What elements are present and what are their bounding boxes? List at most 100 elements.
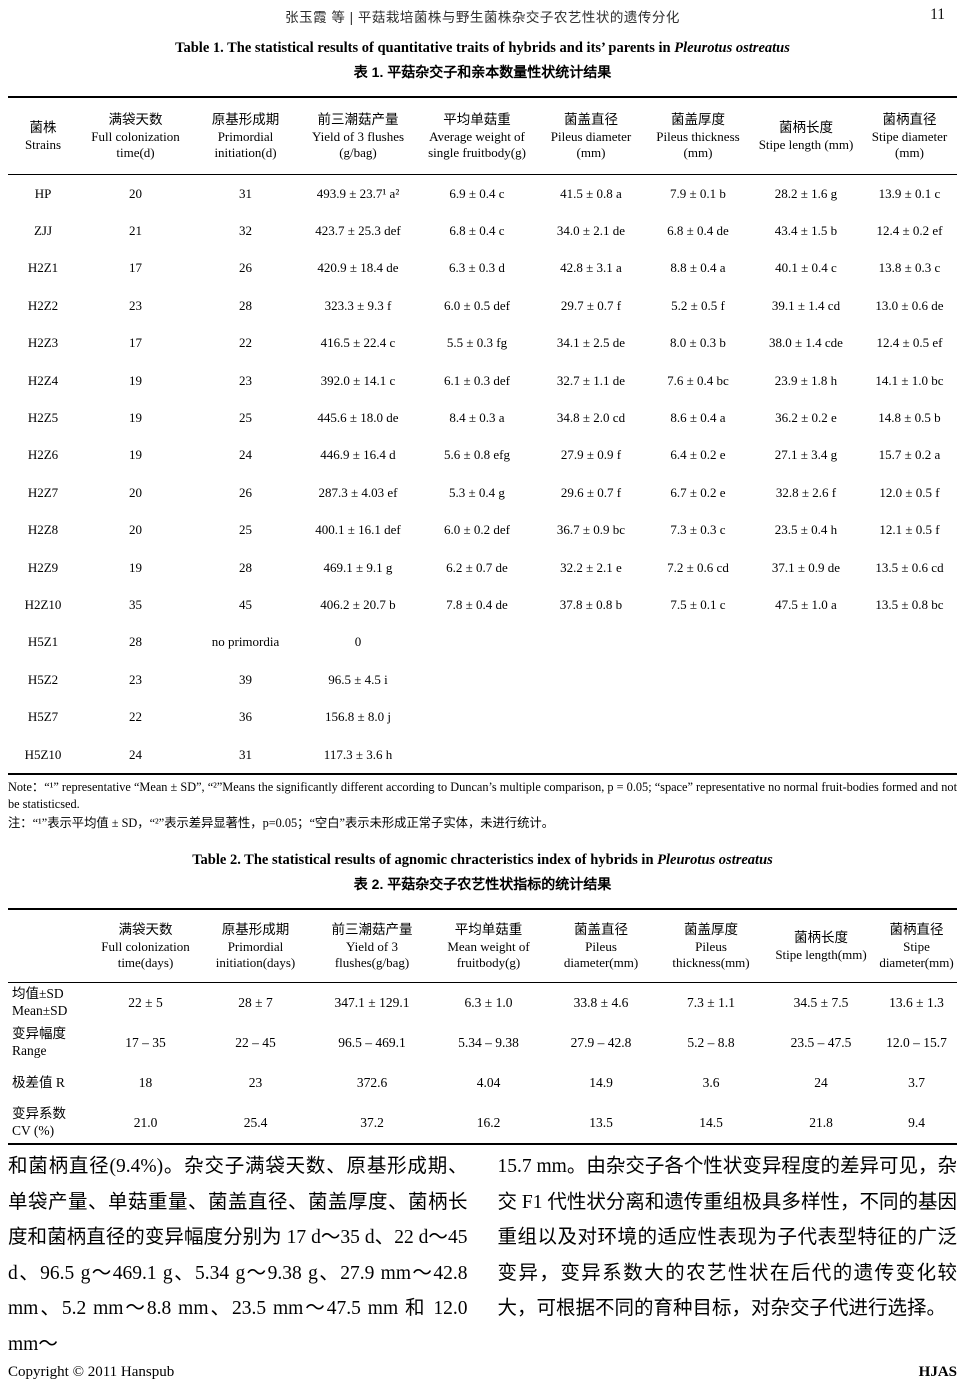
table1-column-header: 菌株 Strains (8, 97, 78, 175)
column-label-zh: 菌盖厚度 (671, 112, 725, 128)
table1-value-cell: 28.2 ± 1.6 g (774, 185, 838, 201)
table1-value-cell: 446.9 ± 16.4 d (320, 447, 396, 463)
table1-strain-cell: H2Z2 (27, 297, 59, 313)
table1-value-cell: 7.3 ± 0.3 c (670, 522, 726, 538)
table1-value-cell: 17 (129, 335, 142, 351)
table1-value-cell: 19 (129, 410, 142, 426)
table1-value-cell: 28 (129, 634, 142, 650)
body-text: 和菌柄直径(9.4%)。杂交子满袋天数、原基形成期、单袋产量、单菇重量、菌盖直径… (8, 1149, 957, 1362)
table1-value-cell: 156.8 ± 8.0 j (325, 709, 391, 725)
column-label-en: Stipe length (mm) (758, 136, 854, 152)
table2-value-cell: 14.5 (699, 1115, 723, 1130)
table2-value-cell: 14.9 (589, 1075, 613, 1090)
table1-value-cell (750, 661, 862, 698)
table1-value-cell: 32 (239, 223, 252, 239)
table1-row: H5Z1 28 no primordia 0 (8, 624, 957, 661)
table2-value-cell: 3.7 (908, 1075, 925, 1090)
table1-value-cell: 13.5 ± 0.6 cd (875, 559, 944, 575)
species-name: Pleurotus ostreatus (674, 40, 790, 56)
table1-value-cell (862, 661, 957, 698)
table1-value-cell: 22 (239, 335, 252, 351)
table1-value-cell: 13.0 ± 0.6 de (875, 297, 944, 313)
table1-value-cell: 6.0 ± 0.2 def (444, 522, 510, 538)
table1-value-cell: 420.9 ± 18.4 de (317, 260, 399, 276)
table1-column-header: 原基形成期 Primordial initiation(d) (193, 97, 298, 175)
column-label-zh: 菌盖直径 (564, 112, 618, 128)
table1-value-cell: 32.8 ± 2.6 f (775, 484, 837, 500)
table1-value-cell: 36.7 ± 0.9 bc (556, 522, 626, 538)
table2-value-cell: 6.3 ± 1.0 (464, 995, 513, 1010)
copyright-text: Copyright © 2011 Hanspub (8, 1364, 175, 1380)
column-label-zh: 菌盖厚度 (684, 922, 738, 938)
table2-caption-en-prefix: Table 2. The statistical results of agno… (192, 852, 658, 868)
table1-value-cell: 7.9 ± 0.1 b (670, 185, 726, 201)
table1-value-cell: 19 (129, 372, 142, 388)
table1-value-cell: 5.3 ± 0.4 g (449, 484, 505, 500)
table2-value-cell: 3.6 (702, 1075, 720, 1090)
table1-value-cell (750, 698, 862, 735)
row-label-zh: 变异系数 (12, 1106, 66, 1122)
table1-value-cell: 40.1 ± 0.4 c (775, 260, 837, 276)
table2-value-cell: 24 (814, 1075, 828, 1090)
table1-column-header: 菌柄直径 Stipe diameter (mm) (862, 97, 957, 175)
table2-caption: Table 2. The statistical results of agno… (0, 852, 965, 894)
table1-value-cell (536, 661, 646, 698)
table2-column-header: 平均单菇重 Mean weight of fruitbody(g) (431, 909, 546, 983)
table1-value-cell: 41.5 ± 0.8 a (560, 185, 622, 201)
table1-value-cell: 8.4 ± 0.3 a (449, 410, 505, 426)
table1-value-cell: 15.7 ± 0.2 a (878, 447, 941, 463)
table1-value-cell: 400.1 ± 16.1 def (315, 522, 401, 538)
table1-value-cell: 5.5 ± 0.3 fg (446, 335, 508, 351)
table2-value-cell: 17 – 35 (125, 1035, 166, 1050)
table1-value-cell: 469.1 ± 9.1 g (323, 559, 393, 575)
table1-value-cell: 29.7 ± 0.7 f (560, 297, 622, 313)
column-label-zh: 原基形成期 (221, 922, 290, 938)
table1-value-cell: 7.6 ± 0.4 bc (667, 372, 729, 388)
table1-value-cell: 24 (239, 447, 252, 463)
table1-row: H5Z7 22 36 156.8 ± 8.0 j (8, 698, 957, 735)
table1-value-cell: 23 (129, 297, 142, 313)
table1-value-cell (418, 698, 536, 735)
table1-value-cell (862, 736, 957, 774)
table1-value-cell: 22 (129, 709, 142, 725)
table1-value-cell: 8.0 ± 0.3 b (670, 335, 726, 351)
table1-value-cell: 493.9 ± 23.7¹ a² (316, 185, 400, 201)
table1-strain-cell: H2Z4 (27, 372, 59, 388)
table2-row-label: 极差值 R (8, 1063, 93, 1103)
table1-strain-cell: H2Z1 (27, 260, 59, 276)
table1-value-cell: 32.2 ± 2.1 e (560, 559, 622, 575)
table1-grid: 菌株 Strains 满袋天数 Full colonization time(d) 原基… (8, 96, 957, 776)
table2-value-cell: 13.6 ± 1.3 (889, 995, 944, 1010)
table1-value-cell (646, 624, 750, 661)
table1-value-cell: 17 (129, 260, 142, 276)
table1-value-cell (750, 624, 862, 661)
table2-column-header: 前三潮菇产量 Yield of 3 flushes(g/bag) (313, 909, 431, 983)
table1-value-cell: 43.4 ± 1.5 b (774, 223, 838, 239)
table2-row: 变异系数 CV (%) 21.0 25.4 37.2 16.2 13.5 14.5 21.8 9.… (8, 1103, 957, 1144)
table1-value-cell: 406.2 ± 20.7 b (320, 596, 396, 612)
column-label-zh: 菌柄直径 (889, 922, 944, 938)
table2-grid: 满袋天数 Full colonization time(days) 原基形成期 Pri… (8, 908, 957, 1145)
column-label-zh: 满袋天数 (108, 112, 163, 128)
table1-column-header: 平均单菇重 Average weight of single fruitbody(… (418, 97, 536, 175)
table2-value-cell: 23 (248, 1075, 263, 1090)
table1-value-cell (418, 736, 536, 774)
table2-value-cell: 18 (138, 1075, 153, 1090)
table1-value-cell (418, 624, 536, 661)
table2-value-cell: 25.4 (243, 1115, 268, 1130)
column-label-zh: 满袋天数 (118, 922, 173, 938)
table1-row: H2Z4 19 23 392.0 ± 14.1 c 6.1 ± 0.3 def 32.7 … (8, 362, 957, 399)
row-label-zh: 均值±SD (12, 986, 64, 1002)
table1-strain-cell: H5Z10 (24, 746, 62, 762)
table1-value-cell: 8.8 ± 0.4 a (670, 260, 726, 276)
table1-value-cell: 14.1 ± 1.0 bc (875, 372, 944, 388)
table1-value-cell: 7.8 ± 0.4 de (446, 596, 508, 612)
table2-value-cell: 21.8 (809, 1115, 833, 1130)
table1-value-cell: 27.1 ± 3.4 g (774, 447, 838, 463)
table1-strain-cell: H2Z10 (24, 596, 62, 612)
column-label-en: Primordial initiation(days) (215, 938, 296, 970)
table2-column-header: 满袋天数 Full colonization time(days) (93, 909, 198, 983)
table2-value-cell: 347.1 ± 129.1 (334, 995, 410, 1010)
table1-value-cell (536, 698, 646, 735)
table1-note-zh: 注：“¹”表示平均值 ± SD，“²”表示差异显著性，p=0.05；“空白”表示… (8, 815, 555, 830)
